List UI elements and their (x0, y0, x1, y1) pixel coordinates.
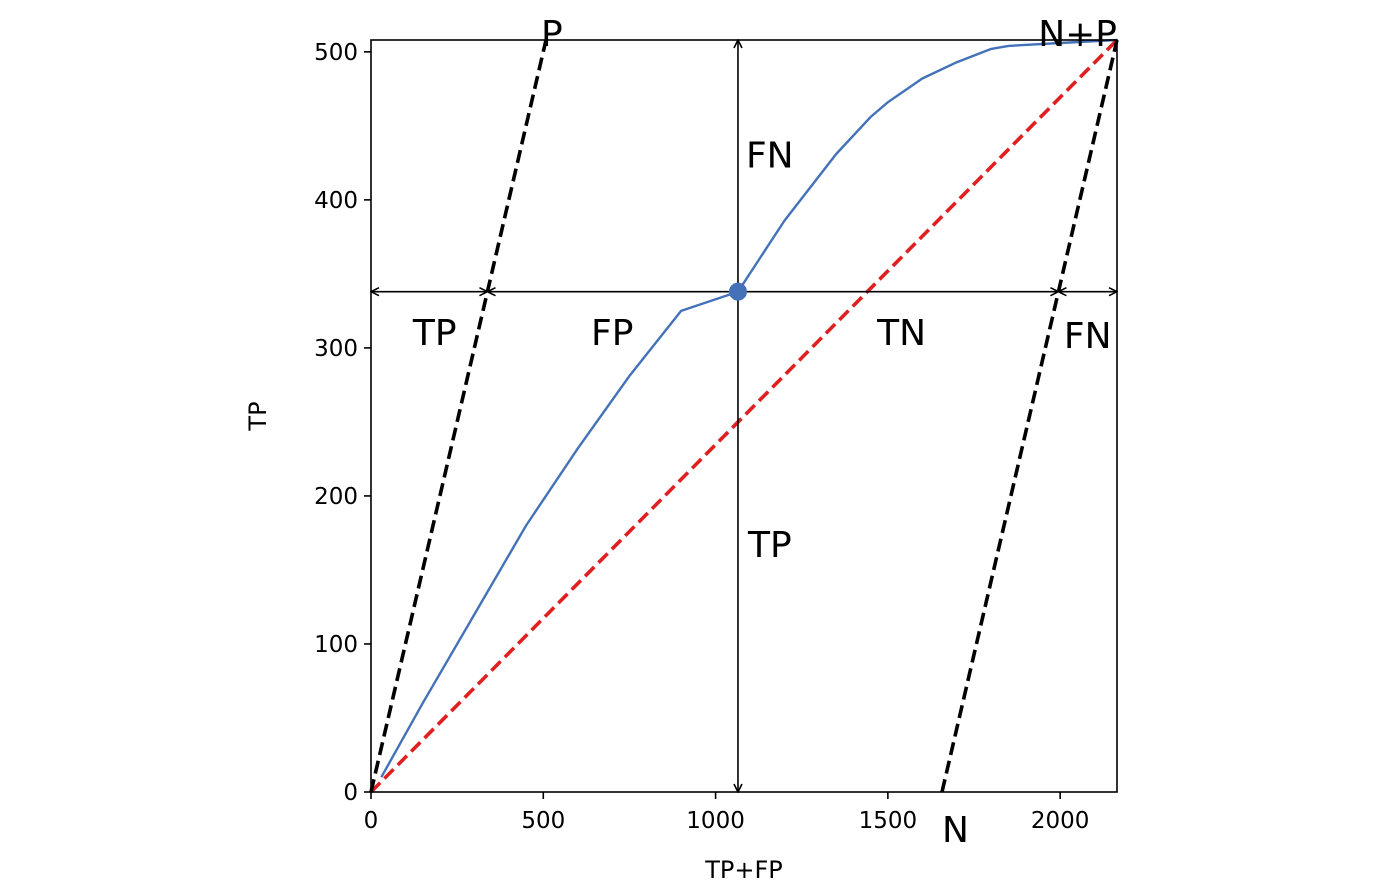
plot-frame (370, 39, 1118, 793)
annotation-fn-3: FN (746, 135, 794, 176)
y-axis-label: TP (244, 401, 272, 431)
series-line-0 (380, 38, 1118, 778)
annotation-p-0: P (541, 14, 563, 55)
series-layer (369, 38, 1119, 794)
series-line-2 (369, 39, 548, 793)
point-layer (728, 282, 747, 301)
series-line-1 (369, 38, 1119, 794)
tick-layer: 0 500 1000 1500 2000 0 100 200 300 400 500 (314, 40, 1089, 834)
arrow-layer (371, 40, 1117, 792)
x-tick-label-3: 1500 (859, 808, 918, 834)
y-tick-label-1: 100 (314, 632, 358, 658)
y-tick-label-4: 400 (314, 188, 358, 214)
x-tick-label-2: 1000 (686, 808, 745, 834)
annotation-fp-6: FP (591, 313, 633, 354)
x-tick-label-1: 500 (521, 808, 565, 834)
x-axis-label: TP+FP (704, 856, 783, 882)
annotation-n-p-1: N+P (1038, 14, 1117, 55)
x-tick-label-4: 2000 (1031, 808, 1090, 834)
annotation-layer: P N+P N FN TP TP FP TN FN (412, 14, 1117, 851)
y-tick-label-0: 0 (343, 780, 358, 806)
annotation-n-2: N (942, 810, 969, 851)
y-tick-label-5: 500 (314, 40, 358, 66)
y-tick-label-2: 200 (314, 484, 358, 510)
x-tick-label-0: 0 (364, 808, 379, 834)
operating-point-0 (728, 282, 747, 301)
series-line-3 (940, 39, 1119, 793)
y-tick-label-3: 300 (314, 336, 358, 362)
annotation-tn-7: TN (876, 313, 926, 354)
annotation-fn-8: FN (1064, 316, 1112, 357)
annotation-tp-4: TP (747, 525, 792, 566)
annotation-tp-5: TP (412, 313, 457, 354)
